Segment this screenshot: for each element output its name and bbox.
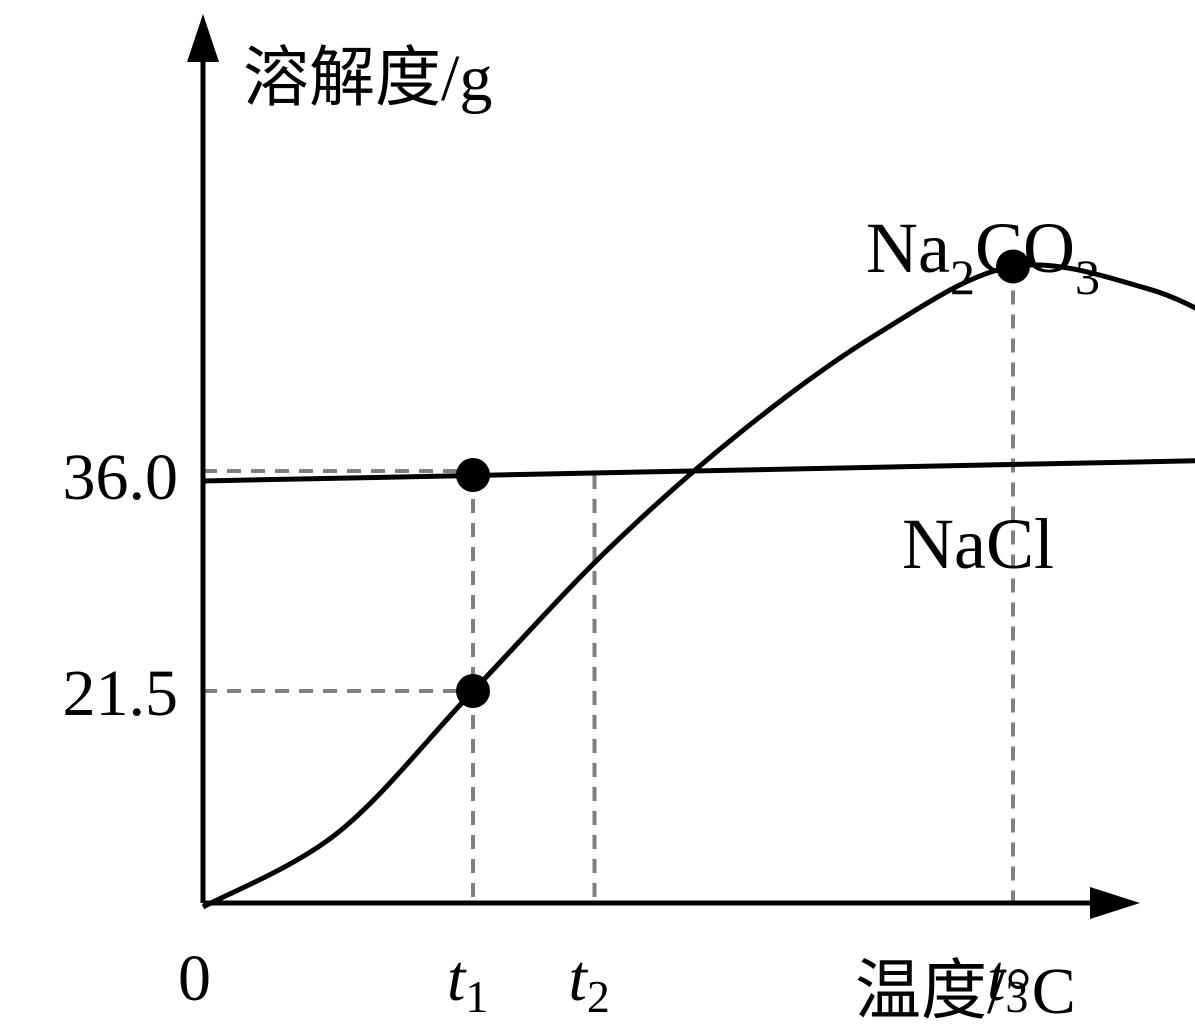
x-tick-label-main: t <box>447 942 467 1015</box>
series-label-subscript: 2 <box>950 249 975 305</box>
series-label-part: Na <box>866 208 950 288</box>
x-tick-label-sub: 1 <box>465 971 488 1022</box>
marked-point-3 <box>996 249 1030 284</box>
series-label-subscript: 3 <box>1075 249 1100 305</box>
marked-point-1 <box>456 458 490 492</box>
x-tick-label: t1 <box>447 942 488 1022</box>
guide-lines <box>203 266 1015 903</box>
origin-label: 0 <box>178 942 211 1015</box>
series-line-na2co3 <box>201 262 1195 910</box>
y-axis-arrow <box>187 14 219 62</box>
y-tick-label: 21.5 <box>63 657 179 730</box>
series-label-nacl: NaCl <box>902 504 1054 584</box>
x-axis-arrow <box>1090 887 1140 919</box>
x-tick-label: t3 <box>987 942 1028 1022</box>
marked-point-2 <box>456 674 490 708</box>
x-tick-label: t2 <box>569 942 610 1022</box>
x-tick-label-main: t <box>569 942 589 1015</box>
series-line-nacl <box>202 458 1195 484</box>
x-tick-label-main: t <box>987 942 1007 1015</box>
marked-points <box>456 249 1030 708</box>
x-tick-label-sub: 3 <box>1005 971 1028 1022</box>
curves <box>201 262 1195 910</box>
series-label-na2co3: Na2CO3 <box>866 208 1100 305</box>
series-label-part: CO <box>975 208 1075 288</box>
x-tick-label-sub: 2 <box>587 971 610 1022</box>
axes <box>187 14 1140 919</box>
y-tick-label: 36.0 <box>63 441 179 514</box>
y-axis-title: 溶解度/g <box>243 42 492 115</box>
x-axis-title: 温度/°C <box>855 955 1076 1028</box>
